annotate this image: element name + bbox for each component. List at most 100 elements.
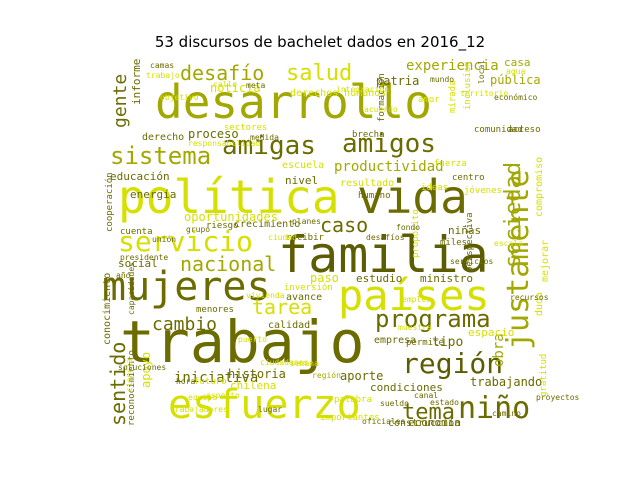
word-82: comunidad [474, 125, 523, 135]
word-130: ciudadanos [260, 358, 308, 367]
word-32: obra [491, 333, 507, 367]
word-17: niño [458, 391, 530, 426]
word-132: mundo [430, 75, 454, 84]
word-80: inclusión [462, 61, 473, 110]
word-55: pública [490, 73, 541, 87]
word-89: desafíos [366, 233, 405, 242]
word-5: países [338, 271, 490, 320]
word-129: fondo [396, 223, 420, 232]
word-81: acceso [508, 125, 541, 135]
word-105: integración [336, 84, 389, 94]
word-47: estudio [356, 272, 402, 285]
word-121: canal [414, 391, 438, 400]
word-103: local [477, 60, 486, 84]
word-43: apoyo [139, 352, 153, 388]
word-23: tarea [252, 295, 312, 319]
word-18: tema [402, 400, 455, 425]
word-10: región [402, 347, 503, 380]
word-79: mirada [448, 80, 458, 113]
word-54: casa [504, 56, 531, 69]
word-29: iniciativa [174, 370, 258, 386]
word-97: palabra [334, 395, 372, 405]
word-110: unión [152, 234, 176, 244]
word-102: territorio [460, 89, 508, 98]
word-26: gente [110, 74, 131, 128]
word-56: derecho [142, 132, 184, 143]
word-135: meta [246, 81, 265, 90]
word-19: sociedad [501, 162, 526, 268]
word-94: trabajadores [170, 405, 228, 414]
word-9: amigos [342, 129, 436, 159]
word-38: informe [130, 59, 143, 105]
word-0: desarrollo [155, 75, 432, 129]
word-69: cuenta [120, 227, 153, 237]
word-39: conocimiento [102, 273, 113, 345]
word-78: inversión [284, 282, 333, 293]
word-83: brecha [352, 130, 385, 140]
word-76: importantes [320, 413, 380, 423]
word-119: vivienda [246, 291, 285, 300]
word-3: familia [278, 226, 489, 284]
word-77: permite [406, 338, 444, 348]
word-98: aspecto [206, 391, 240, 400]
word-87: fuerza [434, 159, 467, 169]
word-8: amigas [222, 131, 316, 161]
word-71: futuro [194, 377, 227, 387]
word-134: grupo [186, 225, 210, 234]
word-61: avance [286, 292, 322, 303]
word-59: tipo [432, 335, 463, 350]
word-88: riesgo [206, 221, 239, 231]
word-37: energía [130, 188, 176, 201]
word-115: soluciones [118, 363, 166, 372]
word-106: económico [494, 92, 538, 102]
word-41: condiciones [370, 381, 443, 394]
word-123: puerto [238, 335, 267, 344]
word-93: menores [196, 305, 234, 315]
word-46: paso [310, 271, 339, 285]
word-107: agua [506, 67, 525, 76]
word-63: escuela [282, 160, 324, 171]
word-2: política [118, 170, 340, 224]
word-118: región [312, 370, 341, 380]
word-109: ciencia [125, 358, 134, 392]
chart-title: 53 discursos de bachelet dados en 2016_1… [154, 33, 486, 51]
word-117: empleo [402, 295, 431, 304]
word-139: calle [213, 80, 237, 89]
word-85: amor [418, 95, 440, 105]
word-104: oficiales [362, 417, 406, 426]
word-22: nacional [180, 252, 276, 276]
word-36: educación [110, 170, 170, 183]
word-58: niñas [448, 224, 481, 237]
word-124: recursos [510, 293, 549, 302]
word-140: medida [250, 133, 279, 142]
word-13: servicio [118, 225, 253, 258]
word-7: esfuerzo [168, 382, 361, 428]
word-12: sistema [110, 142, 211, 170]
word-68: gratitud [539, 354, 549, 397]
word-70: cooperación [104, 172, 115, 232]
word-86: ideas [421, 183, 448, 193]
word-122: muestra [398, 323, 432, 332]
word-114: servicios [450, 257, 494, 266]
word-133: escala [494, 239, 523, 248]
word-66: construcción [388, 417, 460, 429]
word-60: espacio [468, 326, 514, 339]
word-24: cambio [152, 314, 217, 335]
word-21: caso [320, 213, 368, 237]
word-28: oportunidades [184, 210, 278, 224]
word-73: miles [440, 238, 467, 248]
word-14: programa [375, 305, 491, 333]
word-44: chilena [230, 379, 276, 392]
word-65: humano [358, 191, 391, 201]
word-52: empresa [374, 335, 416, 346]
word-101: capacidades [127, 262, 136, 315]
word-27: experiencia [406, 58, 499, 74]
plot-area [100, 58, 556, 430]
word-90: recibir [286, 233, 325, 243]
word-75: jóvenes [464, 185, 502, 196]
word-20: sentido [106, 342, 130, 426]
word-136: equipo [188, 393, 217, 402]
word-126: objetivo [160, 93, 199, 102]
word-34: noticia [210, 81, 261, 95]
